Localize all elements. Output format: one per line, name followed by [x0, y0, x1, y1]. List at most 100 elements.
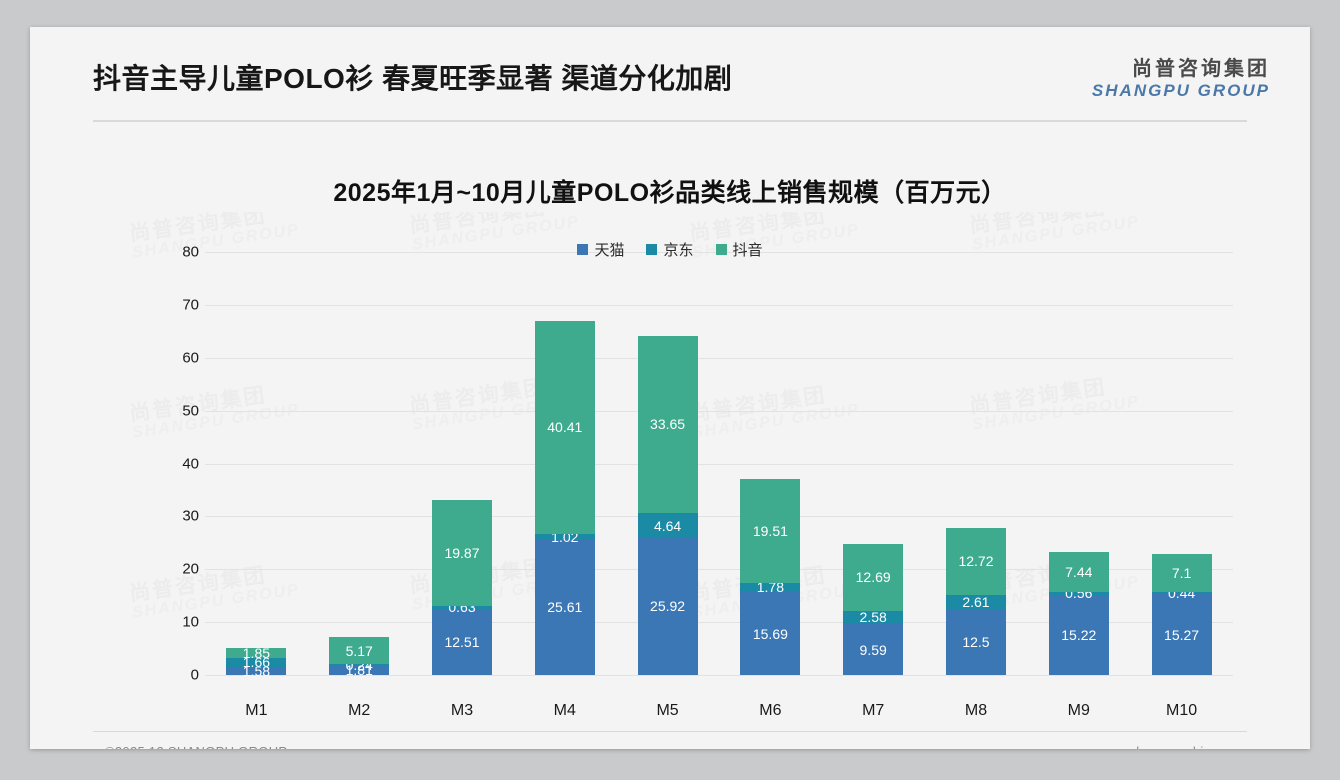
- legend-item-抖音[interactable]: 抖音: [715, 239, 763, 260]
- bar-segment-抖音[interactable]: 12.69: [843, 543, 904, 611]
- stacked-bar[interactable]: 15.22 0.56 7.44: [1048, 552, 1109, 675]
- bar-segment-京东[interactable]: 0.56: [1048, 586, 1109, 600]
- y-axis-tick-50: 50: [182, 402, 199, 420]
- bars-container: 1.58 1.66 1.85 1.81 0.24 5.17 12.51 0.63 19.87 25…: [205, 252, 1233, 697]
- footer-divider: [93, 731, 1247, 732]
- gridline: [205, 357, 1233, 359]
- bar-segment-天猫[interactable]: 15.22: [1048, 594, 1109, 675]
- stacked-bar[interactable]: 25.92 4.64 33.65: [637, 335, 698, 675]
- bar-group-M6: 15.69 1.78 19.51: [719, 252, 822, 697]
- y-axis-tick-60: 60: [182, 349, 199, 367]
- legend-item-天猫[interactable]: 天猫: [577, 239, 624, 260]
- footer-website[interactable]: www.shangpu-china.com: [1097, 744, 1248, 749]
- page-title: 抖音主导儿童POLO衫 春夏旺季显著 渠道分化加剧: [93, 63, 733, 94]
- bar-value-label: 7.1: [1171, 565, 1192, 582]
- bar-value-label: 1.78: [756, 579, 784, 596]
- stacked-bar[interactable]: 15.69 1.78 19.51: [740, 479, 801, 675]
- bar-group-M1: 1.58 1.66 1.85: [205, 252, 308, 697]
- bar-value-label: 19.51: [752, 523, 788, 540]
- y-axis-tick-10: 10: [182, 613, 199, 631]
- brand-logo: 尚普咨询集团 SHANGPU GROUP: [1092, 59, 1270, 99]
- logo-english-text: SHANGPU GROUP: [1091, 81, 1270, 100]
- stacked-bar[interactable]: 25.61 1.02 40.41: [534, 320, 595, 675]
- stacked-bar[interactable]: 12.5 2.61 12.72: [945, 527, 1006, 675]
- legend-swatch-icon: [577, 244, 589, 255]
- bar-group-M2: 1.81 0.24 5.17: [308, 252, 411, 697]
- stacked-bar[interactable]: 1.58 1.66 1.85: [226, 646, 287, 679]
- bar-value-label: 4.64: [653, 517, 682, 534]
- slide-header: 抖音主导儿童POLO衫 春夏旺季显著 渠道分化加剧 尚普咨询集团 SHANGPU…: [30, 27, 1310, 120]
- x-axis-tick-M8: M8: [964, 702, 988, 719]
- watermark-chinese-text: 尚普咨询集团: [967, 212, 1108, 238]
- legend-item-京东[interactable]: 京东: [646, 239, 694, 260]
- slide-canvas: 抖音主导儿童POLO衫 春夏旺季显著 渠道分化加剧 尚普咨询集团 SHANGPU…: [30, 27, 1310, 749]
- y-axis-tick-80: 80: [182, 243, 199, 261]
- bar-value-label: 12.51: [444, 633, 480, 650]
- bar-segment-京东[interactable]: 1.02: [534, 530, 595, 544]
- bar-segment-京东[interactable]: 0.44: [1151, 586, 1212, 600]
- bar-segment-抖音[interactable]: 7.44: [1048, 552, 1109, 592]
- bar-segment-抖音[interactable]: 40.41: [534, 320, 595, 535]
- legend-label: 天猫: [594, 242, 625, 259]
- bar-segment-天猫[interactable]: 12.51: [431, 608, 492, 675]
- bar-value-label: 25.92: [650, 598, 686, 615]
- bar-segment-抖音[interactable]: 12.72: [945, 527, 1006, 596]
- bar-value-label: 25.61: [547, 599, 583, 616]
- bar-group-M4: 25.61 1.02 40.41: [513, 252, 616, 697]
- bar-value-label: 1.58: [242, 662, 271, 679]
- bar-value-label: 12.5: [962, 633, 990, 650]
- bar-group-M8: 12.5 2.61 12.72: [925, 252, 1028, 697]
- bar-segment-京东[interactable]: 1.66: [226, 655, 287, 669]
- x-axis-tick-M7: M7: [862, 702, 885, 719]
- bar-group-M5: 25.92 4.64 33.65: [616, 252, 719, 697]
- bar-segment-抖音[interactable]: 7.1: [1151, 554, 1212, 592]
- y-axis-tick-20: 20: [182, 560, 199, 578]
- bar-segment-天猫[interactable]: 9.59: [843, 624, 904, 675]
- gridline: [205, 410, 1233, 412]
- y-axis-tick-40: 40: [182, 455, 199, 472]
- bar-segment-抖音[interactable]: 33.65: [637, 335, 698, 514]
- bar-value-label: 12.69: [855, 569, 891, 586]
- bar-value-label: 19.87: [444, 545, 480, 561]
- x-axis-tick-M9: M9: [1067, 702, 1090, 719]
- bar-segment-抖音[interactable]: 1.85: [226, 646, 287, 660]
- chart-title: 2025年1月~10月儿童POLO衫品类线上销售规模（百万元）: [333, 179, 1007, 207]
- legend-label: 京东: [663, 242, 694, 259]
- chart-legend: 天猫 京东 抖音: [30, 239, 1310, 260]
- bar-segment-京东[interactable]: 2.61: [945, 595, 1006, 609]
- stacked-bar[interactable]: 9.59 2.58 12.69: [843, 543, 904, 675]
- bar-segment-京东[interactable]: 0.24: [329, 658, 390, 672]
- stacked-bar[interactable]: 12.51 0.63 19.87: [431, 500, 492, 675]
- x-axis-tick-M5: M5: [656, 702, 679, 719]
- bar-value-label: 2.58: [859, 609, 887, 626]
- bar-segment-天猫[interactable]: 25.92: [637, 537, 698, 675]
- bar-segment-天猫[interactable]: 1.81: [329, 663, 390, 677]
- x-axis-tick-M3: M3: [450, 702, 474, 719]
- bar-segment-天猫[interactable]: 15.69: [740, 592, 801, 675]
- stacked-bar[interactable]: 15.27 0.44 7.1: [1151, 554, 1212, 675]
- bar-segment-天猫[interactable]: 12.5: [945, 608, 1006, 675]
- bar-segment-天猫[interactable]: 15.27: [1151, 594, 1212, 675]
- watermark-chinese-text: 尚普咨询集团: [407, 212, 548, 238]
- bar-segment-天猫[interactable]: 25.61: [534, 539, 595, 675]
- bar-segment-京东[interactable]: 0.63: [431, 600, 492, 614]
- bar-segment-京东[interactable]: 4.64: [637, 513, 698, 538]
- bar-value-label: 15.22: [1061, 626, 1097, 643]
- logo-chinese-text: 尚普咨询集团: [1132, 58, 1270, 80]
- footer-copyright: ©2025.12 SHANGPU GROUP: [105, 744, 287, 749]
- gridline: [205, 516, 1233, 518]
- bar-segment-抖音[interactable]: 19.51: [740, 479, 801, 583]
- bar-group-M10: 15.27 0.44 7.1: [1130, 252, 1233, 697]
- y-axis-tick-70: 70: [182, 296, 199, 314]
- stacked-bar[interactable]: 1.81 0.24 5.17: [329, 636, 390, 677]
- bar-segment-抖音[interactable]: 19.87: [431, 500, 492, 606]
- bar-segment-京东[interactable]: 2.58: [843, 609, 904, 626]
- bar-value-label: 15.69: [752, 625, 788, 642]
- bar-value-label: 7.44: [1065, 563, 1093, 580]
- bar-value-label: 33.65: [650, 416, 686, 433]
- gridline: [205, 463, 1233, 465]
- gridline: [205, 569, 1233, 571]
- bar-segment-天猫[interactable]: 1.58: [226, 662, 287, 679]
- bar-segment-抖音[interactable]: 5.17: [329, 636, 390, 665]
- bar-segment-京东[interactable]: 1.78: [740, 579, 801, 596]
